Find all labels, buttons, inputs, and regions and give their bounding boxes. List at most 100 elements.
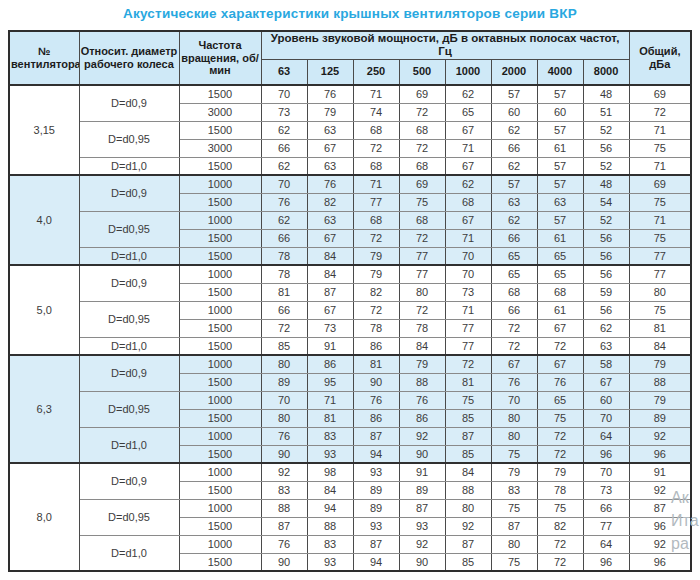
level-cell: 89 — [399, 481, 445, 499]
level-cell: 84 — [307, 481, 353, 499]
diameter-cell: D=d0,9 — [79, 265, 179, 301]
rpm-cell: 1500 — [179, 193, 261, 211]
table-row: 5,0D=d0,91000788479777065655677 — [9, 265, 691, 283]
level-cell: 70 — [261, 85, 307, 103]
total-dba-cell: 71 — [629, 121, 691, 139]
diameter-cell: D=d1,0 — [79, 427, 179, 463]
diameter-cell: D=d1,0 — [79, 247, 179, 265]
level-cell: 68 — [353, 157, 399, 175]
header-freq-125: 125 — [307, 59, 353, 85]
level-cell: 68 — [353, 121, 399, 139]
fan-number-cell: 8,0 — [9, 463, 79, 571]
level-cell: 62 — [261, 157, 307, 175]
level-cell: 79 — [307, 103, 353, 121]
total-dba-cell: 75 — [629, 193, 691, 211]
level-cell: 72 — [399, 229, 445, 247]
level-cell: 79 — [353, 265, 399, 283]
level-cell: 90 — [399, 553, 445, 571]
rpm-cell: 1000 — [179, 535, 261, 553]
level-cell: 82 — [537, 517, 583, 535]
level-cell: 78 — [399, 319, 445, 337]
level-cell: 75 — [537, 409, 583, 427]
level-cell: 78 — [353, 319, 399, 337]
table-row: D=d1,01000768387928780726492 — [9, 427, 691, 445]
level-cell: 79 — [399, 355, 445, 373]
page: { "title": "Акустические характеристики … — [0, 0, 700, 580]
level-cell: 62 — [491, 157, 537, 175]
level-cell: 68 — [399, 121, 445, 139]
level-cell: 52 — [583, 157, 629, 175]
level-cell: 76 — [307, 85, 353, 103]
page-title: Акустические характеристики крышных вент… — [0, 6, 700, 21]
level-cell: 61 — [537, 301, 583, 319]
rpm-cell: 1500 — [179, 247, 261, 265]
total-dba-cell: 96 — [629, 553, 691, 571]
level-cell: 78 — [537, 481, 583, 499]
total-dba-cell: 96 — [629, 445, 691, 463]
fan-number-cell: 6,3 — [9, 355, 79, 463]
level-cell: 68 — [399, 211, 445, 229]
total-dba-cell: 71 — [629, 157, 691, 175]
level-cell: 80 — [491, 535, 537, 553]
level-cell: 88 — [261, 499, 307, 517]
level-cell: 58 — [583, 355, 629, 373]
level-cell: 67 — [445, 121, 491, 139]
level-cell: 87 — [445, 427, 491, 445]
total-dba-cell: 81 — [629, 319, 691, 337]
header-freq-500: 500 — [399, 59, 445, 85]
table-row: D=d1,01000768387928780726492 — [9, 535, 691, 553]
level-cell: 65 — [537, 247, 583, 265]
rpm-cell: 1500 — [179, 445, 261, 463]
rpm-cell: 1500 — [179, 337, 261, 355]
rpm-cell: 1500 — [179, 481, 261, 499]
level-cell: 62 — [445, 175, 491, 193]
rpm-cell: 1000 — [179, 391, 261, 409]
table-row: 4,0D=d0,91000707671696257574869 — [9, 175, 691, 193]
level-cell: 90 — [261, 445, 307, 463]
level-cell: 87 — [353, 427, 399, 445]
level-cell: 83 — [307, 427, 353, 445]
level-cell: 67 — [307, 229, 353, 247]
diameter-cell: D=d0,9 — [79, 85, 179, 121]
level-cell: 94 — [353, 445, 399, 463]
level-cell: 57 — [491, 85, 537, 103]
level-cell: 77 — [399, 265, 445, 283]
diameter-cell: D=d0,9 — [79, 355, 179, 391]
total-dba-cell: 77 — [629, 247, 691, 265]
level-cell: 73 — [445, 283, 491, 301]
rpm-cell: 1500 — [179, 157, 261, 175]
level-cell: 72 — [491, 337, 537, 355]
level-cell: 57 — [537, 175, 583, 193]
diameter-cell: D=d1,0 — [79, 157, 179, 175]
level-cell: 66 — [261, 229, 307, 247]
rpm-cell: 1500 — [179, 319, 261, 337]
total-dba-cell: 96 — [629, 517, 691, 535]
level-cell: 88 — [445, 481, 491, 499]
level-cell: 83 — [307, 535, 353, 553]
level-cell: 62 — [261, 211, 307, 229]
level-cell: 81 — [445, 373, 491, 391]
level-cell: 62 — [491, 211, 537, 229]
level-cell: 71 — [445, 139, 491, 157]
diameter-cell: D=d0,95 — [79, 391, 179, 427]
level-cell: 75 — [491, 445, 537, 463]
level-cell: 87 — [491, 517, 537, 535]
level-cell: 77 — [445, 337, 491, 355]
level-cell: 88 — [399, 373, 445, 391]
level-cell: 93 — [399, 517, 445, 535]
level-cell: 57 — [491, 175, 537, 193]
total-dba-cell: 75 — [629, 229, 691, 247]
level-cell: 52 — [583, 121, 629, 139]
level-cell: 60 — [537, 103, 583, 121]
rpm-cell: 1000 — [179, 355, 261, 373]
level-cell: 94 — [353, 553, 399, 571]
level-cell: 75 — [491, 499, 537, 517]
level-cell: 84 — [307, 247, 353, 265]
level-cell: 86 — [353, 409, 399, 427]
level-cell: 75 — [537, 499, 583, 517]
level-cell: 76 — [537, 373, 583, 391]
level-cell: 85 — [445, 409, 491, 427]
header-row-1: № вентилятора Относит. диаметр рабочего … — [9, 31, 691, 59]
level-cell: 87 — [307, 283, 353, 301]
level-cell: 62 — [491, 121, 537, 139]
